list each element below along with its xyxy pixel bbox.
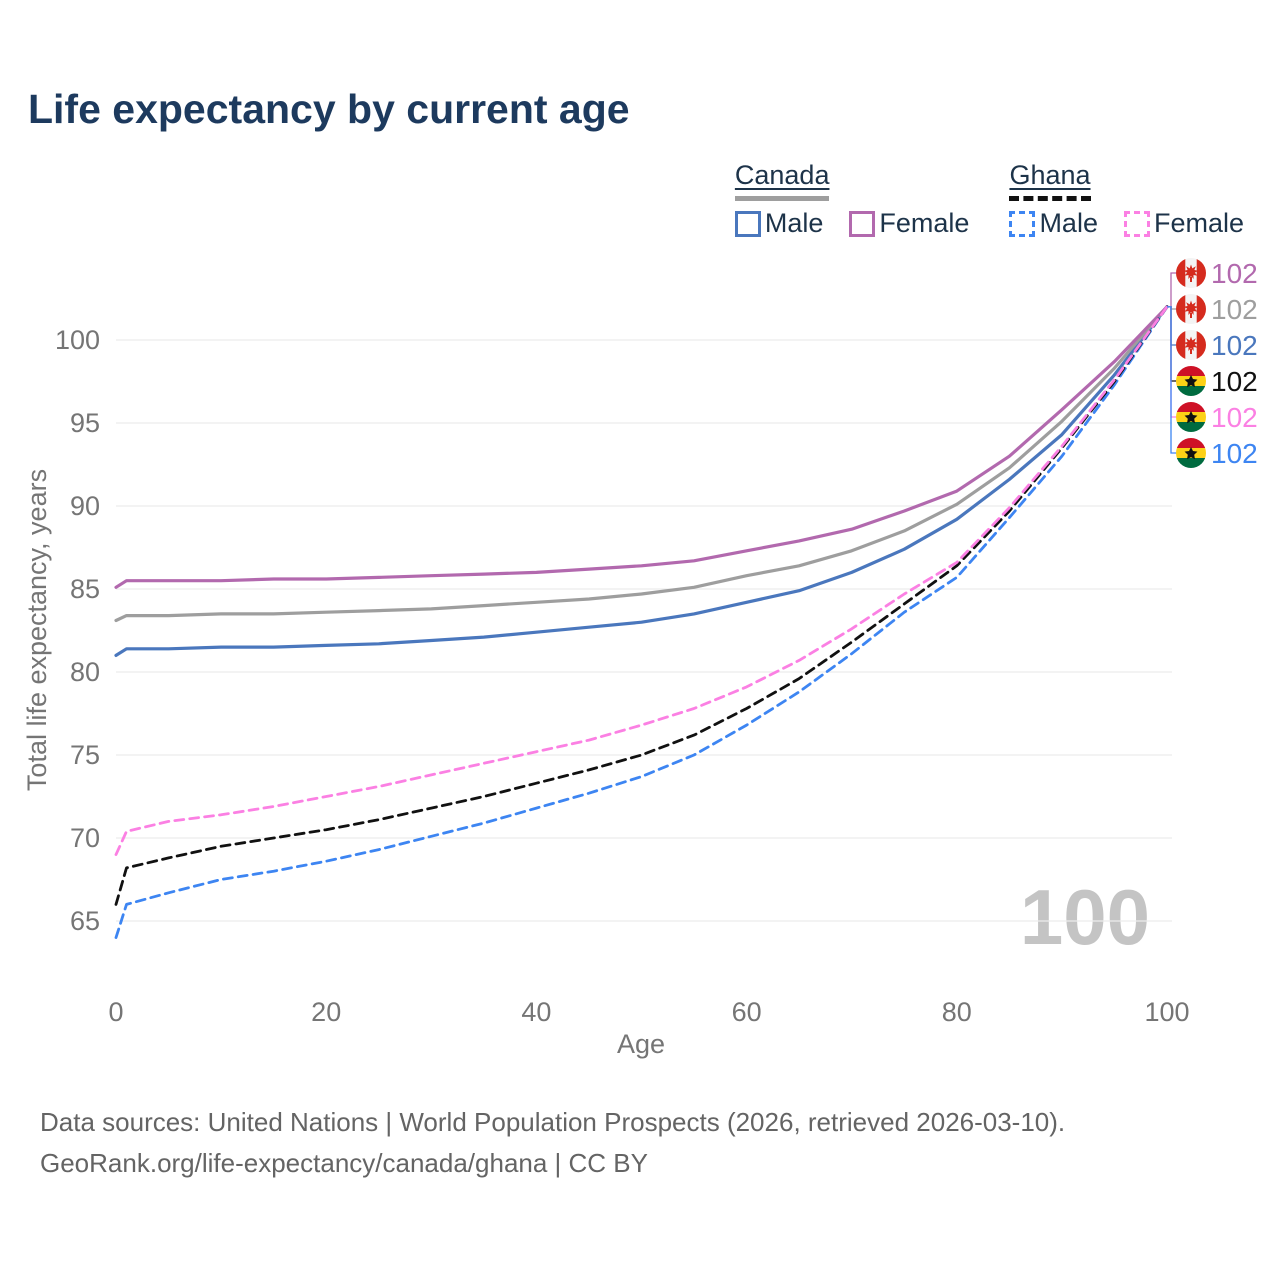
current-age-watermark: 100 [1020,873,1150,961]
dashed-line-swatch-icon [1009,210,1036,237]
legend-group-ghana: Ghana Male Female [1009,160,1244,239]
data-sources-text: Data sources: United Nations | World Pop… [40,1107,1066,1137]
legend-item-label: Female [879,208,970,238]
end-value-label-ghana: 102 [1211,366,1258,397]
x-tick-label: 80 [942,997,972,1027]
ghana-flag-icon [1176,402,1206,432]
legend-item-ghana-male[interactable]: Male [1009,208,1098,239]
legend-items: Male Female [734,208,969,239]
solid-line-swatch-icon [849,210,876,237]
legend-item-label: Female [1153,208,1244,238]
x-tick-label: 60 [732,997,762,1027]
series-line-ghana [114,305,1169,906]
footer: Data sources: United Nations | World Pop… [40,1102,1065,1184]
y-tick-label: 80 [70,657,100,687]
leader-line [1167,306,1177,418]
x-tick-label: 20 [311,997,341,1027]
end-value-label-ghana-female: 102 [1211,402,1258,433]
legend-country-canada[interactable]: Canada [734,160,830,201]
legend-dashed-line-sample [1009,196,1091,201]
legend-solid-line-sample [734,196,830,201]
leader-line [1167,306,1177,382]
ghana-flag-icon [1176,366,1206,396]
legend-country-label: Ghana [1009,160,1091,190]
legend-item-canada-male[interactable]: Male [734,208,824,239]
series-line-ghana-male [114,305,1169,939]
x-axis-title: Age [617,1029,665,1059]
y-tick-label: 95 [70,408,100,438]
x-tick-label: 0 [108,997,123,1027]
end-value-label-canada-female: 102 [1211,258,1258,289]
end-value-label-canada-male: 102 [1211,330,1258,361]
canada-flag-icon [1176,330,1206,360]
chart-legend: Canada Male Female Ghana [734,160,1244,239]
legend-items: Male Female [1009,208,1244,239]
y-tick-label: 100 [55,325,100,355]
page-title: Life expectancy by current age [28,86,630,132]
x-tick-label: 100 [1144,997,1189,1027]
series-line-ghana-female [114,305,1169,856]
y-tick-label: 70 [70,823,100,853]
legend-group-canada: Canada Male Female [734,160,969,239]
canada-flag-icon [1176,258,1206,288]
leader-line [1167,306,1177,454]
series-line-canada [114,305,1169,623]
series-line-canada-male [114,305,1169,658]
end-value-label-ghana-male: 102 [1211,438,1258,469]
y-tick-label: 85 [70,574,100,604]
y-axis-title: Total life expectancy, years [22,469,52,791]
legend-country-label: Canada [734,160,830,190]
canada-flag-icon [1176,294,1206,324]
legend-item-canada-female[interactable]: Female [849,208,969,239]
y-tick-label: 65 [70,906,100,936]
ghana-flag-icon [1176,438,1206,468]
solid-line-swatch-icon [734,210,761,237]
end-value-label-canada: 102 [1211,294,1258,325]
series-line-canada-female [114,305,1169,589]
attribution-text: GeoRank.org/life-expectancy/canada/ghana… [40,1148,648,1178]
legend-item-label: Male [1039,208,1098,238]
leader-line [1167,272,1177,308]
legend-item-ghana-female[interactable]: Female [1123,208,1244,239]
y-tick-label: 90 [70,491,100,521]
dashed-line-swatch-icon [1123,210,1150,237]
legend-country-ghana[interactable]: Ghana [1009,160,1091,201]
x-tick-label: 40 [521,997,551,1027]
y-tick-label: 75 [70,740,100,770]
legend-item-label: Male [764,208,824,238]
leader-line [1167,306,1177,346]
